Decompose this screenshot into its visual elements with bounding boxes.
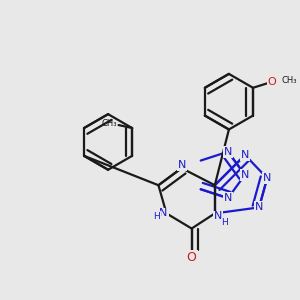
Text: N: N xyxy=(159,208,168,218)
Text: N: N xyxy=(224,147,232,157)
Text: O: O xyxy=(268,77,276,87)
Text: H: H xyxy=(153,212,160,221)
Text: N: N xyxy=(214,212,222,221)
Text: N: N xyxy=(224,193,232,203)
Text: H: H xyxy=(221,218,228,227)
Text: N: N xyxy=(255,202,263,212)
Text: N: N xyxy=(177,160,186,170)
Text: CH₃: CH₃ xyxy=(102,119,117,128)
Text: N: N xyxy=(263,173,271,183)
Text: N: N xyxy=(241,170,249,180)
Text: CH₃: CH₃ xyxy=(282,76,298,85)
Text: O: O xyxy=(187,251,196,264)
Text: N: N xyxy=(241,150,249,160)
